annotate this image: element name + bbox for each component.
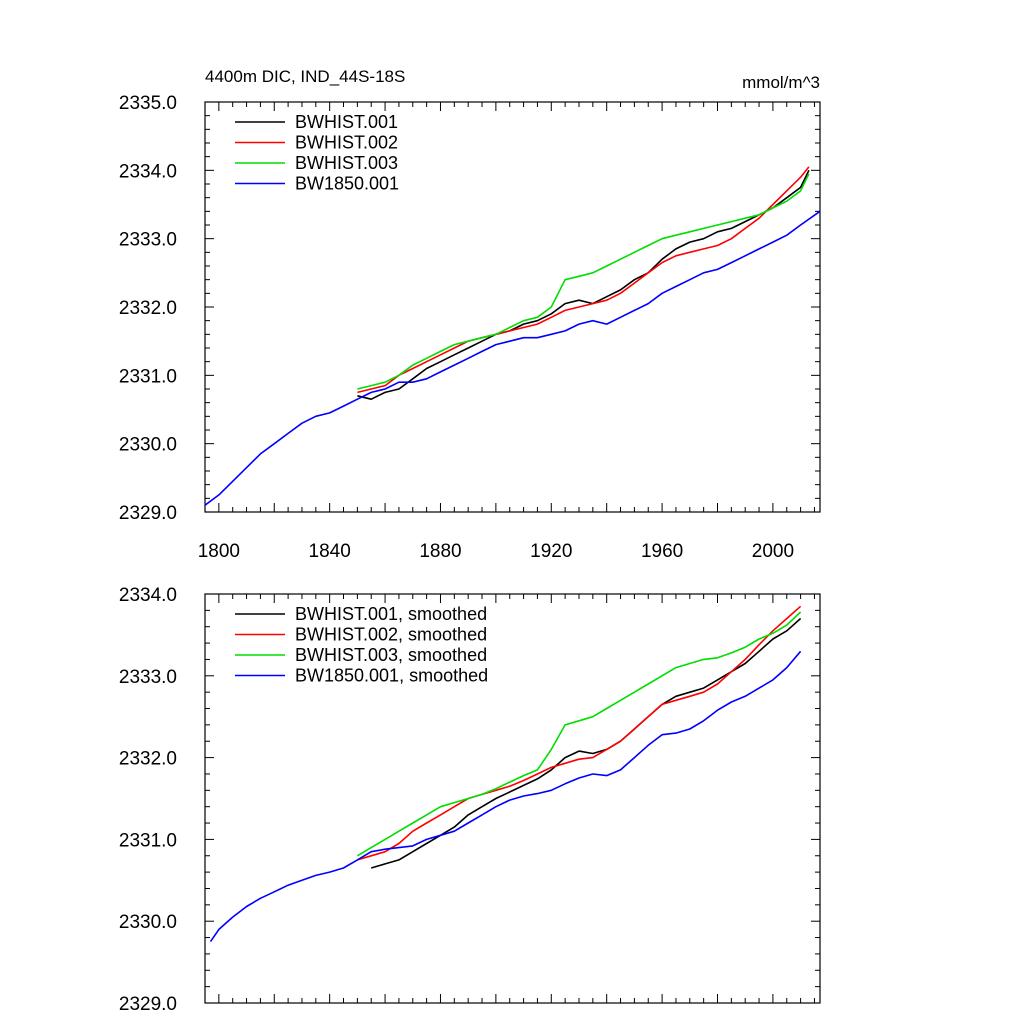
bottom-panel: 2329.0 2330.0 2331.0 2332.0 2333.0 2334.0 BWHI… <box>119 585 821 1015</box>
plot-frame <box>204 593 821 1004</box>
y-tick-label: 2333.0 <box>119 230 177 251</box>
legend-label-bwhist-002-smoothed: BWHIST.002, smoothed <box>295 625 487 645</box>
series-line-bwhist-001 <box>357 169 810 401</box>
x-tick-label: 1840 <box>309 541 351 562</box>
series-line-bwhist-003 <box>357 173 810 390</box>
y-tick-label: 2332.0 <box>119 749 177 770</box>
y-tick-label: 2331.0 <box>119 830 177 851</box>
legend-label-bw1850-001-smoothed: BW1850.001, smoothed <box>295 666 488 686</box>
series-line-bwhist-002 <box>357 166 810 394</box>
y-tick-label: 2334.0 <box>119 585 177 606</box>
units-label: mmol/m^3 <box>742 73 820 92</box>
x-tick-label: 1920 <box>530 541 572 562</box>
series-line-bwhist-002-smoothed <box>357 605 802 861</box>
series-line-bw1850-001-smoothed <box>209 650 802 943</box>
legend-label-bwhist-001: BWHIST.001 <box>295 112 398 132</box>
top-panel: 2329.0 2330.0 2331.0 2332.0 2333.0 2334.0 2335… <box>119 93 821 562</box>
legend-label-bwhist-001-smoothed: BWHIST.001, smoothed <box>295 604 487 624</box>
y-tick-label: 2330.0 <box>119 912 177 933</box>
y-tick-label: 2331.0 <box>119 366 177 387</box>
y-tick-label: 2329.0 <box>119 503 177 524</box>
legend-label-bw1850-001: BW1850.001 <box>295 174 399 194</box>
legend-label-bwhist-003-smoothed: BWHIST.003, smoothed <box>295 645 487 665</box>
y-tick-label: 2330.0 <box>119 435 177 456</box>
y-tick-label: 2332.0 <box>119 298 177 319</box>
x-tick-label: 1800 <box>198 541 240 562</box>
y-tick-label: 2335.0 <box>119 93 177 114</box>
legend-label-bwhist-003: BWHIST.003 <box>295 153 398 173</box>
y-tick-label: 2329.0 <box>119 994 177 1015</box>
series-line-bwhist-003-smoothed <box>356 611 802 857</box>
plot-title: 4400m DIC, IND_44S-18S <box>205 67 405 86</box>
x-tick-label: 2000 <box>752 541 794 562</box>
legend-label-bwhist-002: BWHIST.002 <box>295 133 398 153</box>
series-line-bw1850-001 <box>204 210 821 506</box>
x-tick-label: 1880 <box>419 541 461 562</box>
y-tick-label: 2334.0 <box>119 161 177 182</box>
y-tick-label: 2333.0 <box>119 667 177 688</box>
x-tick-label: 1960 <box>641 541 683 562</box>
